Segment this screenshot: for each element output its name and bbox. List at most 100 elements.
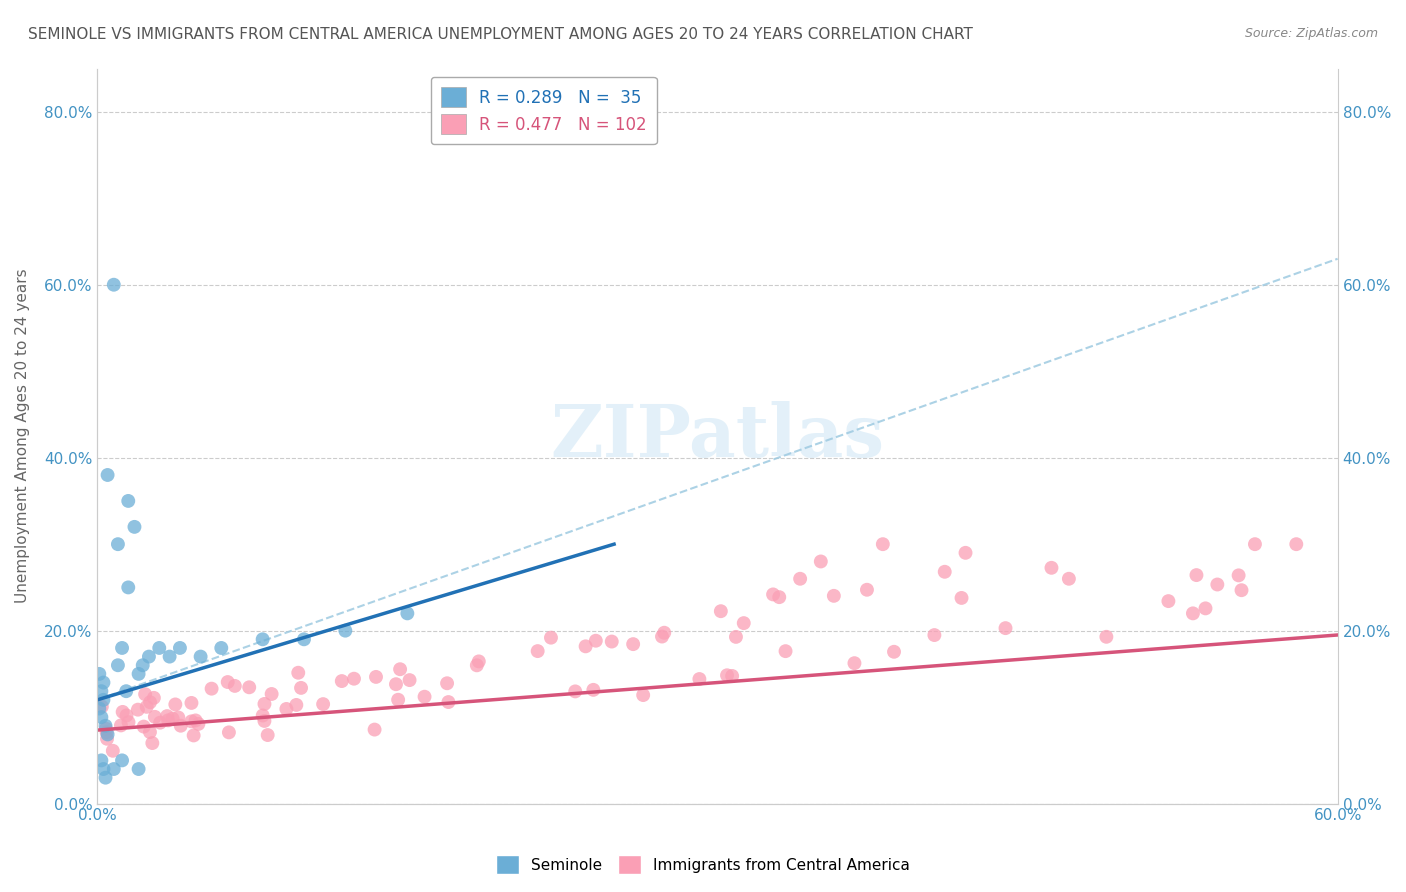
- Point: [148, 640, 170, 655]
- Point: [180, 714, 202, 729]
- Point: [582, 682, 605, 697]
- Point: [107, 658, 129, 673]
- Point: [775, 644, 797, 658]
- Point: [94, 719, 117, 733]
- Text: ZIPatlas: ZIPatlas: [550, 401, 884, 472]
- Point: [169, 640, 191, 655]
- Point: [1181, 607, 1204, 621]
- Point: [564, 684, 586, 698]
- Point: [89, 701, 111, 715]
- Point: [184, 714, 207, 728]
- Point: [733, 616, 755, 631]
- Text: Source: ZipAtlas.com: Source: ZipAtlas.com: [1244, 27, 1378, 40]
- Point: [93, 675, 115, 690]
- Point: [285, 698, 308, 712]
- Point: [89, 666, 111, 681]
- Point: [1095, 630, 1118, 644]
- Point: [631, 688, 654, 702]
- Y-axis label: Unemployment Among Ages 20 to 24 years: Unemployment Among Ages 20 to 24 years: [15, 268, 30, 603]
- Point: [437, 695, 460, 709]
- Point: [600, 634, 623, 648]
- Point: [224, 679, 246, 693]
- Point: [292, 632, 315, 647]
- Point: [256, 728, 278, 742]
- Point: [96, 725, 118, 739]
- Point: [468, 654, 491, 668]
- Text: SEMINOLE VS IMMIGRANTS FROM CENTRAL AMERICA UNEMPLOYMENT AMONG AGES 20 TO 24 YEA: SEMINOLE VS IMMIGRANTS FROM CENTRAL AMER…: [28, 27, 973, 42]
- Point: [789, 572, 811, 586]
- Point: [844, 656, 866, 670]
- Point: [575, 640, 598, 654]
- Point: [180, 696, 202, 710]
- Point: [1206, 577, 1229, 591]
- Point: [117, 581, 139, 595]
- Point: [142, 690, 165, 705]
- Point: [190, 649, 212, 664]
- Point: [413, 690, 436, 704]
- Point: [364, 670, 387, 684]
- Point: [170, 719, 193, 733]
- Point: [139, 725, 162, 739]
- Point: [721, 669, 744, 683]
- Point: [111, 705, 134, 719]
- Point: [252, 708, 274, 723]
- Point: [1185, 568, 1208, 582]
- Legend: Seminole, Immigrants from Central America: Seminole, Immigrants from Central Americ…: [491, 849, 915, 880]
- Point: [1194, 601, 1216, 615]
- Point: [934, 565, 956, 579]
- Point: [872, 537, 894, 551]
- Point: [132, 658, 155, 673]
- Point: [156, 709, 179, 723]
- Point: [200, 681, 222, 696]
- Point: [1285, 537, 1308, 551]
- Legend: R = 0.289   N =  35, R = 0.477   N = 102: R = 0.289 N = 35, R = 0.477 N = 102: [430, 77, 657, 145]
- Point: [94, 771, 117, 785]
- Point: [159, 649, 181, 664]
- Point: [143, 710, 166, 724]
- Point: [253, 697, 276, 711]
- Point: [165, 698, 187, 712]
- Point: [167, 710, 190, 724]
- Point: [115, 684, 138, 698]
- Point: [950, 591, 973, 605]
- Point: [1057, 572, 1080, 586]
- Point: [585, 633, 607, 648]
- Point: [924, 628, 946, 642]
- Point: [110, 718, 132, 732]
- Point: [768, 590, 790, 604]
- Point: [149, 715, 172, 730]
- Point: [710, 604, 733, 618]
- Point: [363, 723, 385, 737]
- Point: [724, 630, 747, 644]
- Point: [124, 520, 146, 534]
- Point: [217, 675, 239, 690]
- Point: [187, 717, 209, 731]
- Point: [115, 708, 138, 723]
- Point: [111, 753, 134, 767]
- Point: [688, 672, 710, 686]
- Point: [101, 744, 124, 758]
- Point: [994, 621, 1017, 635]
- Point: [385, 677, 408, 691]
- Point: [312, 697, 335, 711]
- Point: [1157, 594, 1180, 608]
- Point: [117, 715, 139, 730]
- Point: [955, 546, 977, 560]
- Point: [856, 582, 879, 597]
- Point: [389, 662, 412, 676]
- Point: [287, 665, 309, 680]
- Point: [810, 554, 832, 568]
- Point: [218, 725, 240, 739]
- Point: [90, 710, 112, 724]
- Point: [111, 640, 134, 655]
- Point: [716, 668, 738, 682]
- Point: [134, 687, 156, 701]
- Point: [290, 681, 312, 695]
- Point: [252, 632, 274, 647]
- Point: [762, 587, 785, 601]
- Point: [209, 640, 232, 655]
- Point: [238, 681, 260, 695]
- Point: [398, 673, 420, 687]
- Point: [540, 631, 562, 645]
- Point: [127, 703, 149, 717]
